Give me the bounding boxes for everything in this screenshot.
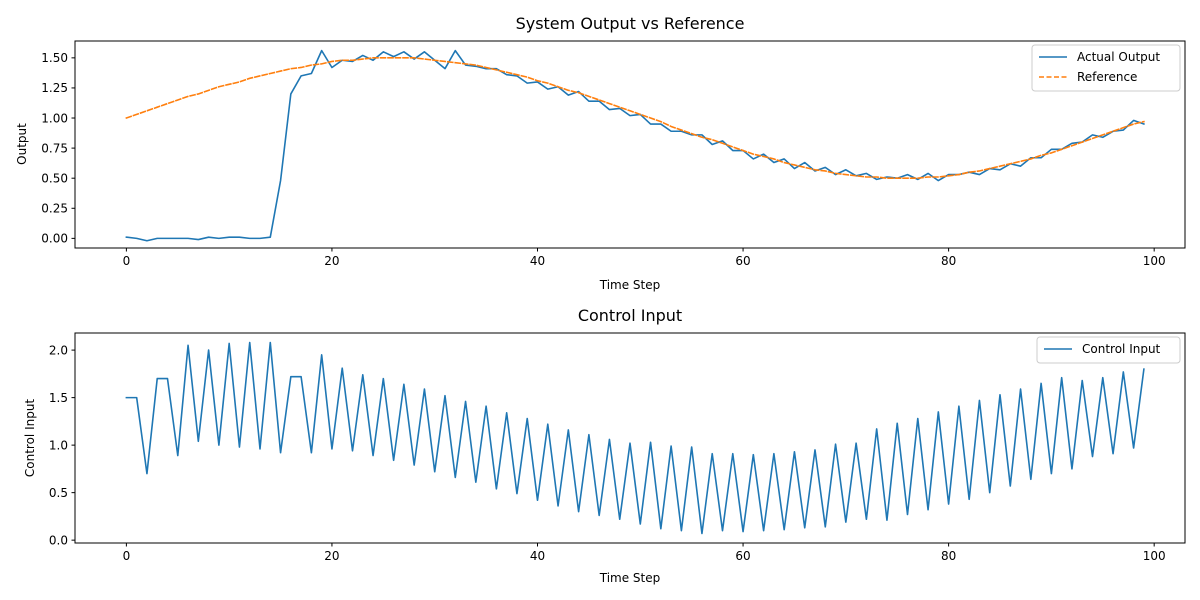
- legend-box: [1036, 336, 1181, 364]
- y-tick-label: 0.0: [49, 533, 68, 547]
- y-axis: 0.0 0.5 1.0 1.5 2.0: [49, 343, 75, 547]
- chart-title: System Output vs Reference: [516, 14, 745, 33]
- y-tick-label: 0.5: [49, 486, 68, 500]
- x-tick-label: 40: [530, 549, 545, 563]
- y-axis-label: Output: [15, 123, 29, 165]
- x-tick-label: 80: [941, 549, 956, 563]
- output-plot: System Output vs Reference 0 20 40 60 80 100 …: [15, 14, 1186, 292]
- series-line-actual-output: [125, 49, 1145, 242]
- y-tick-label: 0.50: [41, 172, 68, 186]
- y-tick-label: 2.0: [49, 343, 68, 357]
- x-axis-label: Time Step: [599, 571, 661, 585]
- x-tick-label: 20: [324, 254, 339, 268]
- legend: Control Input: [1036, 336, 1181, 364]
- x-tick-label: 80: [941, 254, 956, 268]
- y-tick-label: 1.5: [49, 391, 68, 405]
- control-plot: Control Input 0 20 40 60 80 100 0.0 0.5 1.0 1.5 2…: [23, 306, 1186, 585]
- y-axis-label: Control Input: [23, 399, 37, 478]
- legend-label-reference: Reference: [1077, 70, 1137, 84]
- plot-frame: [74, 332, 1186, 544]
- x-tick-label: 40: [530, 254, 545, 268]
- x-tick-label: 60: [735, 254, 750, 268]
- x-tick-label: 60: [735, 549, 750, 563]
- series-line-control-input: [125, 341, 1145, 535]
- y-axis: 0.00 0.25 0.50 0.75 1.00 1.25 1.50: [41, 51, 75, 246]
- x-axis: 0 20 40 60 80 100: [123, 248, 1166, 268]
- x-axis: 0 20 40 60 80 100: [123, 543, 1166, 563]
- y-tick-label: 1.0: [49, 438, 68, 452]
- x-tick-label: 100: [1143, 549, 1166, 563]
- plot-area: [125, 341, 1145, 535]
- chart-title: Control Input: [578, 306, 682, 325]
- x-tick-label: 100: [1143, 254, 1166, 268]
- plot-frame: [74, 40, 1186, 249]
- legend: Actual Output Reference: [1031, 44, 1181, 92]
- y-tick-label: 0.00: [41, 232, 68, 246]
- x-tick-label: 20: [324, 549, 339, 563]
- y-tick-label: 0.75: [41, 141, 68, 155]
- y-tick-label: 1.50: [41, 51, 68, 65]
- legend-box: [1031, 44, 1181, 92]
- y-tick-label: 0.25: [41, 202, 68, 216]
- series-line-reference: [125, 57, 1145, 179]
- x-tick-label: 0: [123, 254, 131, 268]
- legend-label-control-input: Control Input: [1082, 342, 1161, 356]
- legend-label-actual-output: Actual Output: [1077, 50, 1160, 64]
- x-tick-label: 0: [123, 549, 131, 563]
- y-tick-label: 1.00: [41, 111, 68, 125]
- plot-area: [125, 49, 1145, 242]
- y-tick-label: 1.25: [41, 81, 68, 95]
- x-axis-label: Time Step: [599, 278, 661, 292]
